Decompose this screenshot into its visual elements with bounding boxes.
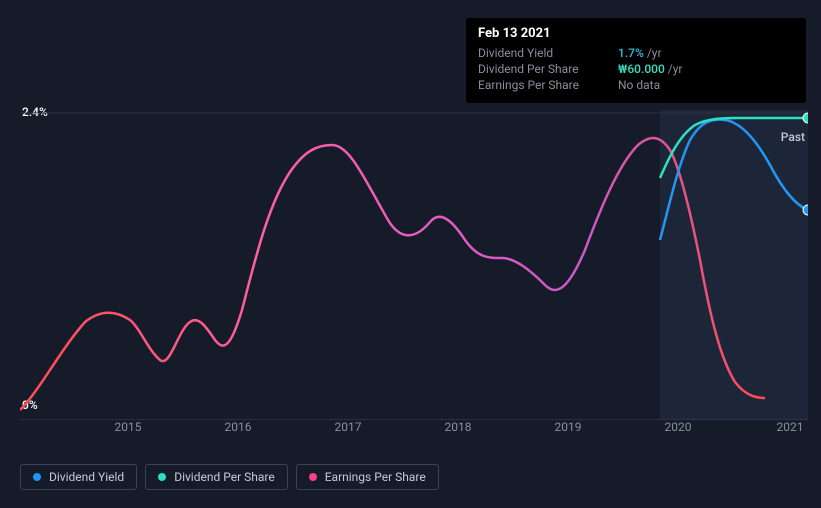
x-axis-tick: 2021 bbox=[777, 420, 804, 434]
x-axis-tick: 2016 bbox=[225, 420, 252, 434]
x-axis-tick: 2015 bbox=[115, 420, 142, 434]
past-region-label: Past bbox=[781, 130, 805, 144]
legend-color-dot bbox=[158, 473, 166, 481]
legend-color-dot bbox=[33, 473, 41, 481]
legend-item[interactable]: Dividend Per Share bbox=[145, 464, 288, 490]
chart-svg bbox=[20, 110, 808, 420]
tooltip-label: Earnings Per Share bbox=[478, 78, 618, 92]
tooltip-unit: /yr bbox=[647, 46, 662, 60]
x-axis-tick: 2019 bbox=[555, 420, 582, 434]
tooltip-row: Dividend Per Share ₩60.000/yr bbox=[478, 61, 794, 77]
earnings-per-share-line bbox=[20, 138, 765, 410]
legend-label: Dividend Per Share bbox=[174, 470, 275, 484]
tooltip-date: Feb 13 2021 bbox=[478, 26, 794, 41]
tooltip-value: 1.7% bbox=[618, 46, 644, 60]
tooltip-row: Dividend Yield 1.7%/yr bbox=[478, 45, 794, 61]
tooltip-label: Dividend Yield bbox=[478, 46, 618, 60]
x-axis-tick: 2020 bbox=[665, 420, 692, 434]
tooltip-value: No data bbox=[618, 78, 660, 92]
chart-tooltip: Feb 13 2021 Dividend Yield 1.7%/yr Divid… bbox=[466, 18, 806, 103]
line-chart[interactable] bbox=[20, 110, 808, 420]
chart-legend: Dividend Yield Dividend Per Share Earnings… bbox=[20, 464, 439, 490]
tooltip-row: Earnings Per Share No data bbox=[478, 77, 794, 93]
legend-label: Earnings Per Share bbox=[325, 470, 426, 484]
legend-item[interactable]: Earnings Per Share bbox=[296, 464, 439, 490]
legend-item[interactable]: Dividend Yield bbox=[20, 464, 137, 490]
legend-color-dot bbox=[309, 473, 317, 481]
x-axis: 2015 2016 2017 2018 2019 2020 2021 bbox=[20, 420, 808, 440]
x-axis-tick: 2017 bbox=[335, 420, 362, 434]
x-axis-tick: 2018 bbox=[445, 420, 472, 434]
tooltip-unit: /yr bbox=[668, 62, 683, 76]
tooltip-value: ₩60.000 bbox=[618, 62, 665, 76]
tooltip-label: Dividend Per Share bbox=[478, 62, 618, 76]
legend-label: Dividend Yield bbox=[49, 470, 124, 484]
